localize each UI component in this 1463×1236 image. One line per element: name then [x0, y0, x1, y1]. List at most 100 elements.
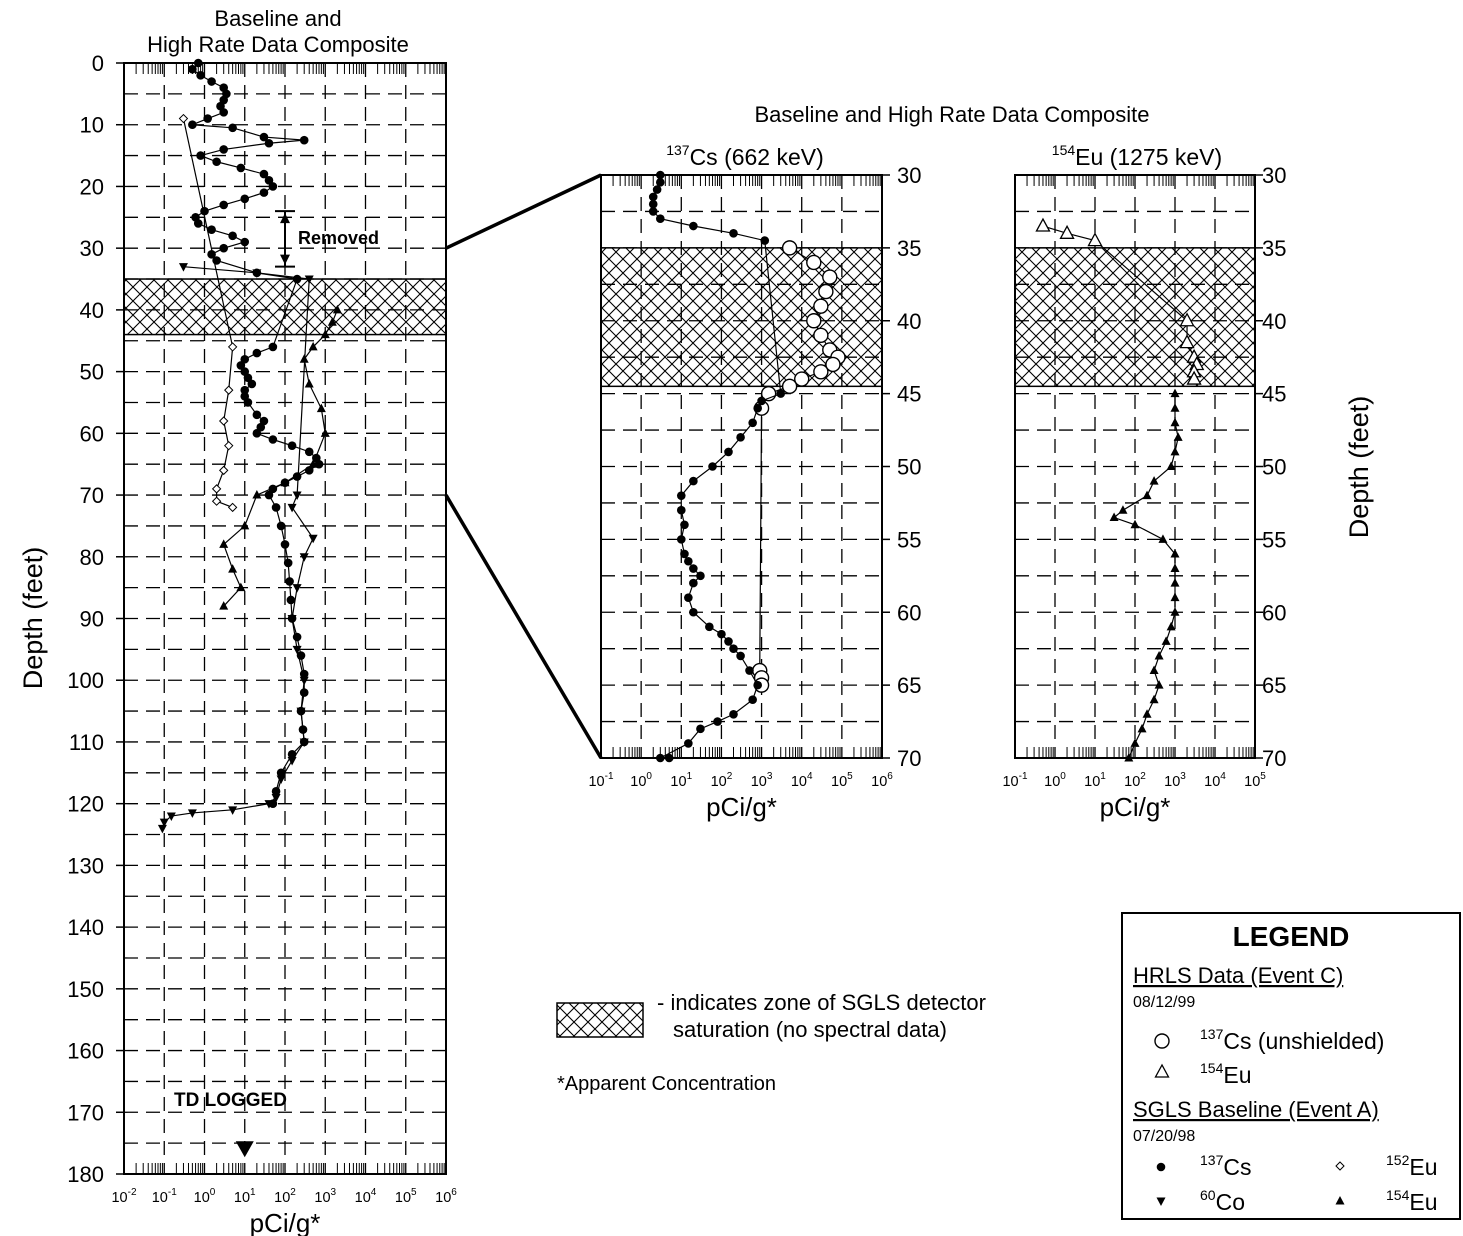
y-tick-label: 45 [897, 382, 921, 407]
data-point [188, 120, 197, 130]
legend: LEGEND HRLS Data (Event C) 08/12/99 137Cs (… [1121, 912, 1461, 1220]
plot-frame [600, 174, 883, 759]
data-point [1158, 534, 1168, 543]
data-point [781, 378, 798, 395]
data-point [813, 327, 829, 344]
y-tick-label: 65 [1262, 673, 1286, 698]
y-tick-label: 50 [1262, 455, 1286, 480]
data-point [689, 476, 698, 486]
data-point [1173, 432, 1183, 441]
legend-hrls-header: HRLS Data (Event C) [1133, 963, 1343, 988]
x-tick-label: 105 [831, 771, 853, 790]
data-point [1166, 621, 1176, 631]
data-point [655, 177, 665, 187]
data-point [1149, 665, 1159, 675]
data-point [187, 809, 197, 818]
y-tick-label: 130 [67, 853, 104, 878]
x-tick-label: 103 [751, 771, 773, 790]
legend-sgls-date: 07/20/98 [1133, 1128, 1195, 1145]
data-point [648, 207, 658, 216]
data-point [228, 123, 237, 133]
y-tick-label: 150 [67, 977, 104, 1002]
data-point [1137, 723, 1147, 733]
data-point [717, 629, 726, 639]
x-tick-label: 103 [314, 1187, 336, 1206]
data-point [1179, 334, 1195, 349]
data-point [252, 410, 262, 420]
data-point [259, 169, 269, 179]
data-point [292, 491, 302, 501]
data-point [1035, 217, 1051, 232]
y-tick-label: 100 [67, 668, 104, 693]
data-point [1118, 505, 1128, 514]
data-point [684, 556, 693, 566]
series-154eu-hrls- [1035, 217, 1205, 385]
data-point [729, 709, 738, 719]
data-point [271, 503, 281, 512]
data-point [203, 114, 212, 123]
data-point [252, 269, 262, 278]
data-point [243, 398, 253, 407]
data-point [745, 666, 754, 675]
data-point [276, 775, 286, 784]
x-tick-label: 101 [1084, 771, 1106, 790]
data-point [287, 756, 297, 766]
data-point [806, 313, 822, 329]
y-tick-label: 160 [67, 1039, 104, 1064]
data-point [292, 584, 302, 593]
data-point [1170, 388, 1180, 398]
data-point [696, 724, 705, 734]
data-point [259, 188, 269, 197]
zoom-connector [445, 173, 602, 250]
data-point [1142, 709, 1152, 718]
data-point [684, 593, 693, 602]
data-point [1179, 312, 1195, 327]
x-tick-label: 10-2 [111, 1187, 136, 1206]
saturation-note-line2: saturation (no spectral data) [673, 1017, 947, 1042]
series-60co [157, 263, 318, 834]
data-point [753, 403, 762, 413]
y-axis-label: Depth (feet) [18, 547, 48, 690]
y-tick-label: 35 [1262, 236, 1286, 261]
data-point [1109, 512, 1119, 522]
y-tick-label: 140 [67, 915, 104, 940]
legend-sgls-eu152: 152Eu [1386, 1152, 1438, 1180]
legend-marker-triangle-filled [1335, 1196, 1345, 1205]
legend-sgls-eu154: 154Eu [1386, 1187, 1438, 1215]
data-point [1170, 446, 1180, 456]
data-point [320, 428, 330, 437]
data-point [736, 651, 745, 661]
legend-sgls-cs: 137Cs [1200, 1152, 1251, 1180]
data-point [299, 738, 309, 747]
data-point [757, 396, 766, 406]
data-point [224, 440, 234, 451]
legend-hrls-cs: 137Cs (unshielded) [1200, 1026, 1384, 1054]
data-point [825, 356, 841, 373]
data-point [696, 571, 705, 581]
data-point [648, 199, 658, 209]
data-point [193, 219, 203, 228]
y-tick-label: 70 [80, 483, 104, 508]
data-point [228, 231, 237, 241]
y-tick-label: 40 [897, 309, 921, 334]
x-tick-label: 104 [1204, 771, 1226, 790]
data-point [689, 578, 698, 588]
data-point [304, 378, 314, 388]
series-154eu [1109, 388, 1183, 762]
data-point [259, 132, 269, 142]
data-point [268, 342, 278, 352]
data-point [676, 505, 686, 515]
legend-sgls-header: SGLS Baseline (Event A) [1133, 1097, 1379, 1122]
apparent-note: *Apparent Concentration [557, 1073, 776, 1095]
data-point [708, 462, 717, 471]
data-point [252, 348, 262, 358]
data-point [159, 818, 169, 828]
data-point [760, 236, 770, 245]
data-point [166, 812, 176, 822]
data-point [776, 389, 786, 398]
legend-marker-circle-open [1154, 1033, 1170, 1049]
x-tick-label: 102 [711, 771, 733, 790]
y-tick-label: 90 [80, 607, 104, 632]
data-point [308, 341, 318, 351]
data-point [211, 484, 222, 494]
